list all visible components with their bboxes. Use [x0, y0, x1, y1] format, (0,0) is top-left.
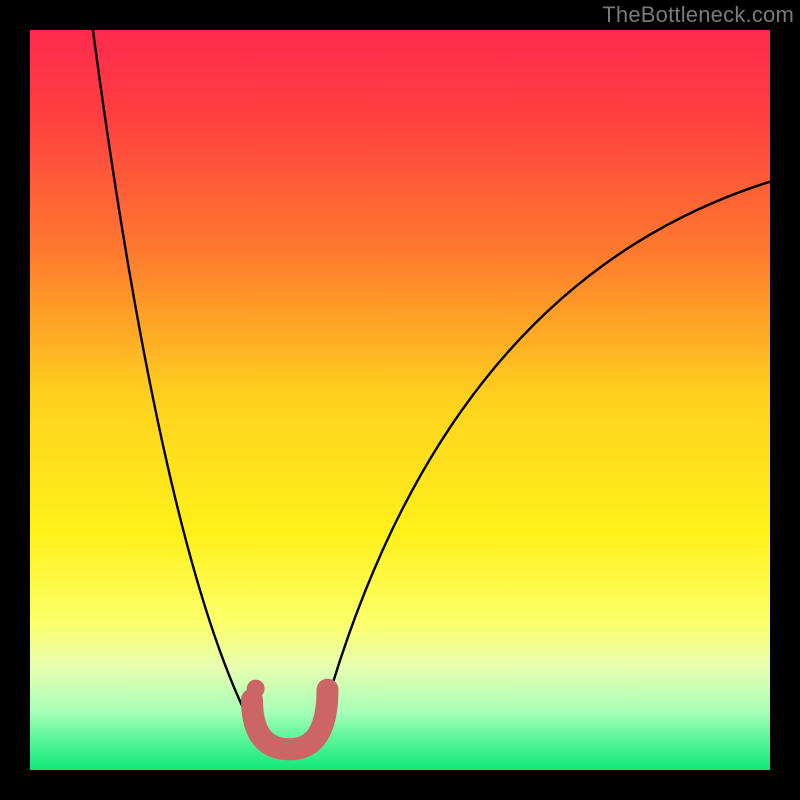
watermark-text: TheBottleneck.com — [602, 2, 794, 28]
gradient-background — [30, 30, 770, 770]
plot-area — [30, 30, 770, 770]
bottleneck-chart — [30, 30, 770, 770]
chart-container: TheBottleneck.com — [0, 0, 800, 800]
valley-marker-dot — [247, 680, 265, 698]
